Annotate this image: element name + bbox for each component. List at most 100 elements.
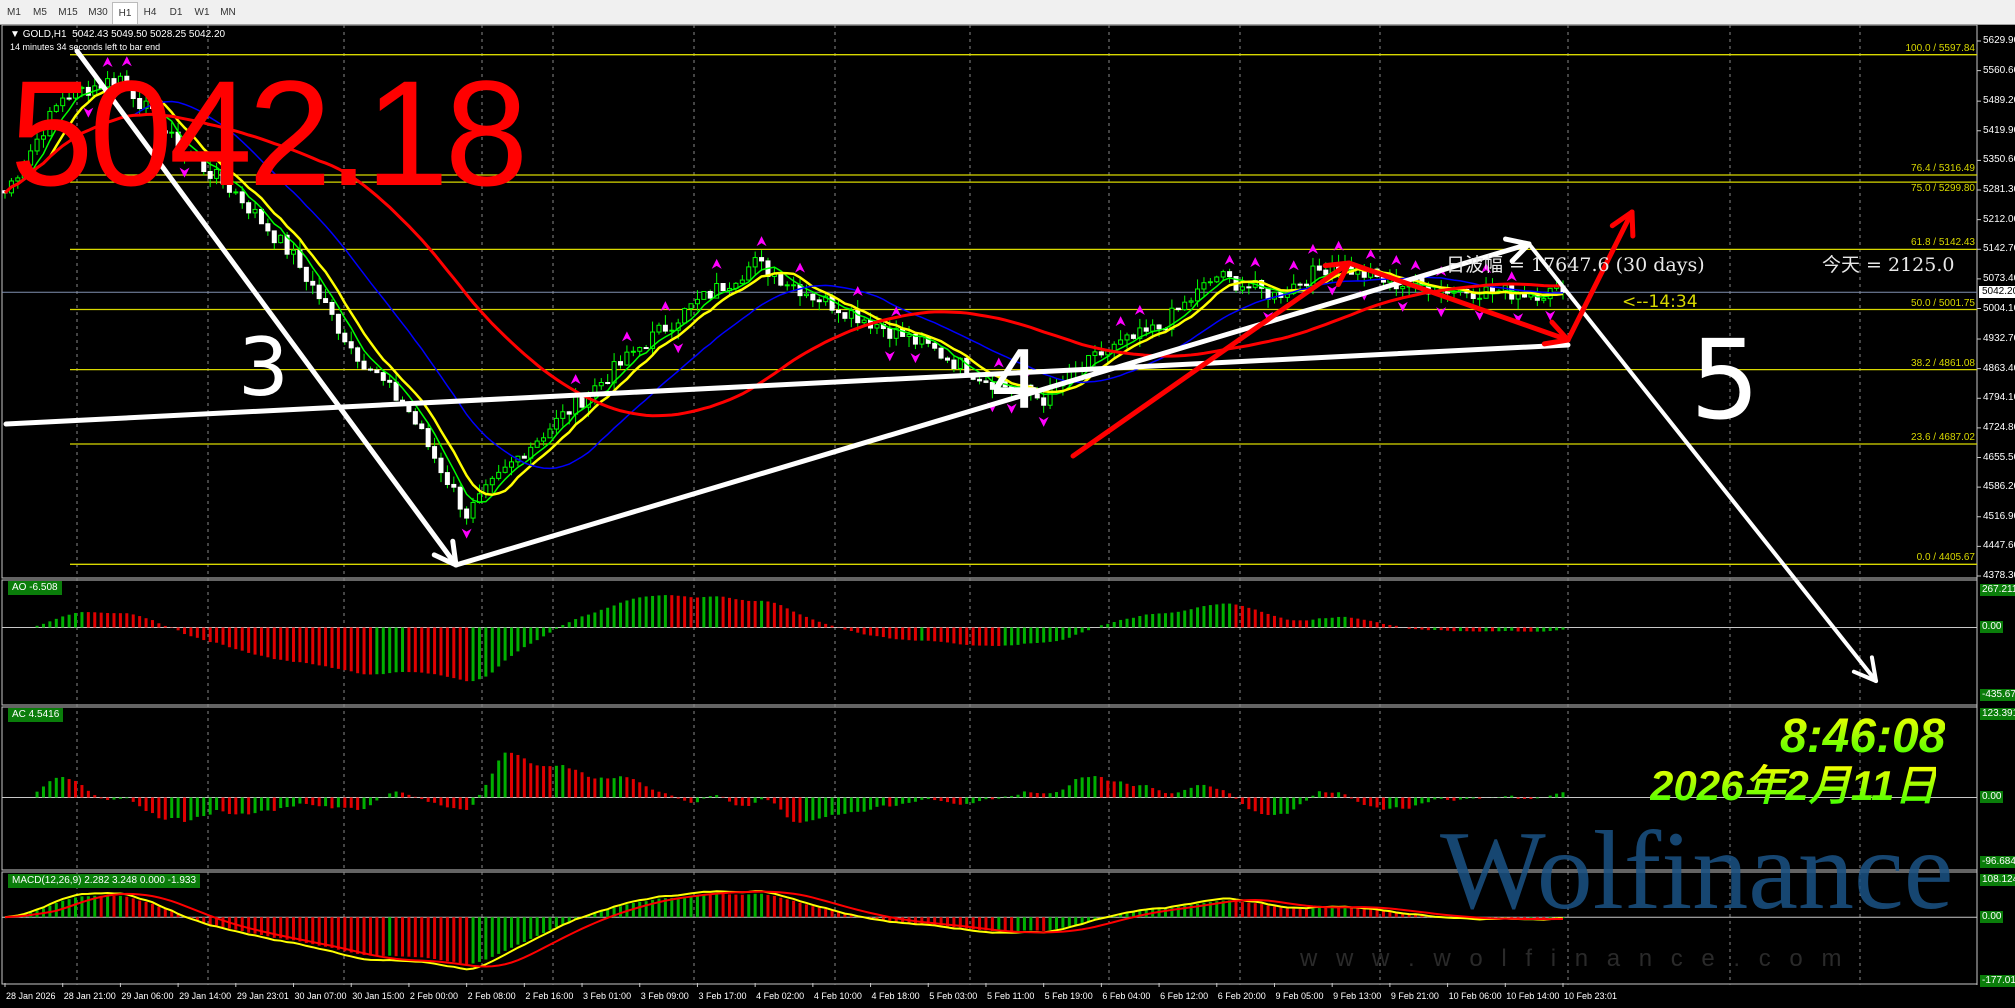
time-axis-label: 5 Feb 11:00 <box>986 991 1035 1001</box>
candle-body <box>310 280 316 286</box>
tab-m15[interactable]: M15 <box>58 7 78 18</box>
fractal-down-arrow <box>1038 416 1049 427</box>
time-axis-label: 2 Feb 00:00 <box>409 991 458 1001</box>
time-axis-label: 29 Jan 14:00 <box>179 991 232 1001</box>
fractal-down-arrow <box>461 528 472 539</box>
candle-body <box>85 86 91 96</box>
candle-body <box>380 372 386 381</box>
time-axis-label: 30 Jan 07:00 <box>294 991 347 1001</box>
candle-body <box>303 266 309 282</box>
macd-axis-max: 108.124 <box>1980 874 2015 886</box>
candle-body <box>1137 327 1143 339</box>
candle-body <box>329 302 335 315</box>
fractal-down-arrow <box>1545 310 1556 321</box>
fractal-up-arrow <box>102 57 113 68</box>
candle-body <box>489 477 495 486</box>
fractal-up-arrow <box>891 306 902 317</box>
candle-body <box>323 298 329 304</box>
ohlc-values: 5042.43 5049.50 5028.25 5042.20 <box>72 29 226 40</box>
current-price-label: 5042.20 <box>1979 286 2015 299</box>
candle-body <box>662 324 668 332</box>
fib-level-label: 100.0 / 5597.84 <box>1905 42 1975 54</box>
candle-body <box>791 284 797 287</box>
candle-body <box>778 273 784 286</box>
fib-level-label: 75.0 / 5299.80 <box>1911 183 1975 195</box>
candle-body <box>432 446 438 459</box>
watermark-logo: Wolfinance <box>1440 809 1954 933</box>
fractal-up-arrow <box>1506 271 1517 282</box>
candle-body <box>521 455 527 459</box>
chart-canvas[interactable]: 3 4 5 <box>0 25 2015 1008</box>
ac-axis-min: -96.6849 <box>1980 856 2015 868</box>
candle-body <box>284 234 290 255</box>
moving-average-8 <box>4 84 1564 497</box>
candle-body <box>829 295 835 311</box>
macd-axis-min: -177.011 <box>1980 975 2015 987</box>
candle-body <box>233 191 239 194</box>
candle-body <box>547 428 553 439</box>
candle-body <box>15 177 21 182</box>
candle-body <box>73 86 79 99</box>
price-tick-label: 5004.10 <box>1983 302 2015 314</box>
candle-body <box>53 105 59 112</box>
candle-body <box>1265 287 1271 300</box>
candle-body <box>419 423 425 430</box>
tab-m5[interactable]: M5 <box>33 7 47 18</box>
ao-axis-min: -435.676 <box>1980 689 2015 701</box>
tab-m1[interactable]: M1 <box>7 7 21 18</box>
candle-body <box>835 309 841 314</box>
timeframe-tabbar: M1 M5 M15 M30 H1 H4 D1 W1 MN <box>0 0 2015 25</box>
trend-line-white <box>3 342 1571 427</box>
fractal-up-arrow <box>1365 248 1376 259</box>
price-tick-label: 5073.40 <box>1983 272 2015 284</box>
fractal-up-arrow <box>1250 257 1261 268</box>
price-tick-label: 4516.90 <box>1983 510 2015 522</box>
fractal-down-arrow <box>1327 285 1338 296</box>
candle-body <box>34 138 40 152</box>
time-axis-label: 10 Feb 06:00 <box>1448 991 1502 1001</box>
candle-body <box>1188 300 1194 303</box>
candle-body <box>944 357 950 361</box>
candle-body <box>1220 271 1226 278</box>
candle-body <box>553 417 559 430</box>
candle-body <box>1130 334 1136 339</box>
candle-body <box>464 508 470 519</box>
tab-w1[interactable]: W1 <box>194 7 210 18</box>
collapse-triangle-icon[interactable]: ▼ <box>10 29 23 40</box>
candle-body <box>1271 291 1277 300</box>
time-axis-label: 6 Feb 04:00 <box>1102 991 1151 1001</box>
tab-d1[interactable]: D1 <box>169 7 183 18</box>
candle-body <box>752 257 758 268</box>
candle-body <box>226 183 232 193</box>
candle-body <box>919 336 925 345</box>
tab-h4[interactable]: H4 <box>143 7 157 18</box>
time-axis-label: 4 Feb 02:00 <box>756 991 805 1001</box>
tab-mn[interactable]: MN <box>220 7 236 18</box>
tab-h1[interactable]: H1 <box>112 2 138 24</box>
red-arrow-up <box>1070 260 1352 459</box>
candle-body <box>1522 293 1528 298</box>
fractal-down-arrow <box>102 102 113 113</box>
candle-body <box>348 341 354 349</box>
candle-body <box>714 283 720 299</box>
candle-body <box>1111 343 1117 352</box>
candle-body <box>566 411 572 415</box>
time-axis-label: 2 Feb 08:00 <box>467 991 516 1001</box>
fractal-down-arrow <box>673 343 684 354</box>
tab-m30[interactable]: M30 <box>88 7 108 18</box>
candle-body <box>534 440 540 448</box>
candle-body <box>47 110 53 137</box>
candle-body <box>40 135 46 140</box>
candle-body <box>387 379 393 383</box>
time-axis-label: 6 Feb 20:00 <box>1217 991 1266 1001</box>
candle-body <box>278 234 284 244</box>
red-arrow-up-head <box>1322 260 1352 269</box>
fractal-up-arrow <box>621 331 632 342</box>
candle-body <box>342 332 348 343</box>
fib-level-label: 76.4 / 5316.49 <box>1911 162 1975 174</box>
time-axis-label: 2 Feb 16:00 <box>525 991 574 1001</box>
ao-axis-zero: 0.00 <box>1980 621 2004 633</box>
time-axis-label: 28 Jan 2026 <box>6 991 56 1001</box>
time-axis-label: 4 Feb 18:00 <box>871 991 920 1001</box>
candle-body <box>1143 327 1149 332</box>
